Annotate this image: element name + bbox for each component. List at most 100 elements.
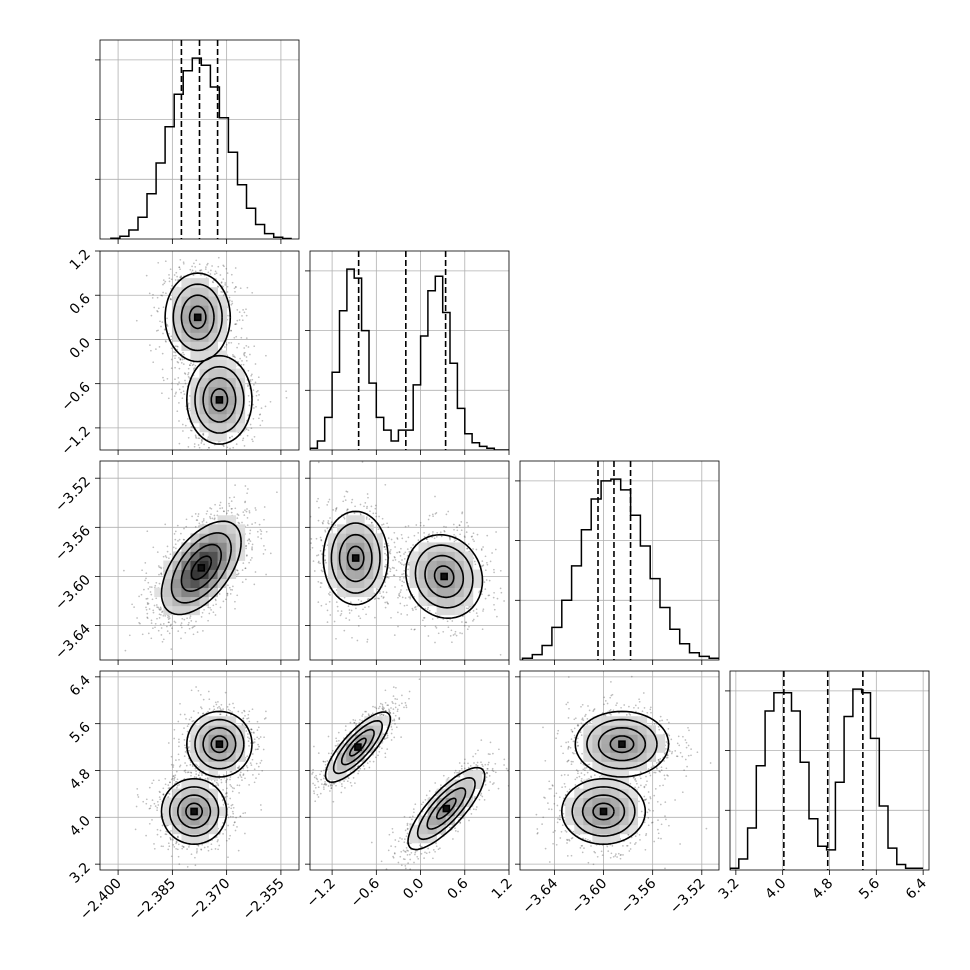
scatter-point: [361, 719, 364, 722]
scatter-point: [381, 524, 383, 526]
scatter-point: [178, 758, 180, 761]
scatter-point: [505, 767, 508, 770]
scatter-point: [170, 648, 173, 650]
scatter-point: [387, 704, 390, 707]
scatter-point: [222, 510, 225, 513]
scatter-point: [386, 704, 389, 707]
scatter-point: [398, 704, 401, 707]
density-cell: [592, 806, 602, 817]
density-cell: [217, 368, 228, 379]
scatter-point: [244, 500, 247, 503]
scatter-point: [245, 314, 248, 317]
scatter-point: [194, 856, 196, 859]
scatter-point: [343, 495, 346, 498]
scatter-point: [393, 718, 396, 721]
scatter-point: [246, 434, 249, 437]
scatter-point: [406, 824, 409, 826]
scatter-point: [311, 773, 313, 775]
scatter-point: [427, 518, 430, 521]
scatter-point: [156, 800, 159, 803]
density-cell: [445, 560, 456, 570]
scatter-point: [232, 806, 235, 809]
scatter-point: [649, 774, 652, 777]
scatter-point: [235, 323, 238, 325]
density-cell: [346, 533, 356, 543]
scatter-point: [584, 838, 587, 840]
scatter-point: [215, 603, 217, 606]
scatter-point: [174, 247, 176, 249]
scatter-point: [186, 848, 188, 850]
scatter-point: [220, 781, 223, 784]
scatter-point: [188, 749, 191, 752]
scatter-point: [162, 291, 164, 294]
scatter-point: [234, 323, 237, 326]
scatter-point: [234, 286, 237, 288]
scatter-point: [374, 706, 376, 709]
scatter-point: [456, 771, 458, 774]
density-cell: [199, 524, 209, 534]
scatter-point: [236, 319, 239, 322]
scatter-point: [193, 367, 195, 370]
scatter-point: [249, 559, 252, 561]
scatter-point: [392, 559, 394, 562]
scatter-point: [422, 801, 425, 804]
contour-line: [185, 354, 253, 445]
scatter-point: [236, 569, 238, 571]
scatter-point: [570, 837, 573, 840]
scatter-point: [643, 707, 646, 709]
scatter-point: [219, 461, 221, 463]
scatter-point: [174, 543, 177, 546]
scatter-point: [588, 778, 590, 780]
scatter-point: [394, 845, 397, 848]
scatter-point: [317, 461, 320, 464]
scatter-point: [178, 442, 181, 445]
scatter-point: [183, 770, 186, 772]
density-cell: [418, 560, 428, 570]
scatter-point: [403, 569, 406, 572]
scatter-point: [237, 767, 240, 770]
scatter-point: [645, 784, 647, 786]
density-cell: [226, 734, 237, 744]
scatter-point: [435, 512, 438, 514]
scatter-point: [404, 597, 407, 599]
scatter-point: [350, 501, 353, 504]
scatter-point: [163, 282, 166, 285]
scatter-point: [590, 776, 593, 779]
scatter-point: [328, 600, 331, 603]
scatter-point: [234, 507, 237, 510]
scatter-point: [650, 821, 653, 824]
density-cell: [364, 734, 374, 744]
scatter-point: [192, 719, 195, 722]
scatter-point: [482, 610, 484, 612]
scatter-point: [259, 762, 262, 764]
scatter-point: [392, 702, 394, 705]
scatter-point: [329, 591, 331, 594]
scatter-point: [491, 783, 494, 785]
scatter-point: [255, 762, 258, 765]
scatter-point: [660, 769, 663, 772]
scatter-point: [231, 803, 234, 806]
scatter-point: [616, 856, 618, 858]
scatter-point: [616, 702, 618, 704]
scatter-point: [391, 728, 393, 731]
scatter-point: [226, 706, 229, 708]
scatter-point: [172, 839, 174, 841]
scatter-point: [580, 772, 583, 774]
density-cell: [418, 569, 428, 579]
density-cell: [637, 761, 648, 771]
density-cell: [235, 395, 246, 406]
scatter-point: [260, 809, 263, 811]
scatter-point: [256, 720, 259, 723]
scatter-point: [317, 786, 320, 789]
scatter-point: [567, 745, 570, 748]
scatter-point: [186, 245, 188, 247]
scatter-point: [377, 707, 380, 710]
scatter-point: [244, 567, 247, 570]
scatter-point: [645, 798, 648, 801]
scatter-point: [359, 767, 362, 770]
scatter-point: [324, 782, 326, 785]
scatter-point: [394, 706, 397, 709]
scatter-point: [330, 752, 333, 755]
scatter-point: [231, 302, 234, 305]
scatter-point: [197, 845, 200, 847]
